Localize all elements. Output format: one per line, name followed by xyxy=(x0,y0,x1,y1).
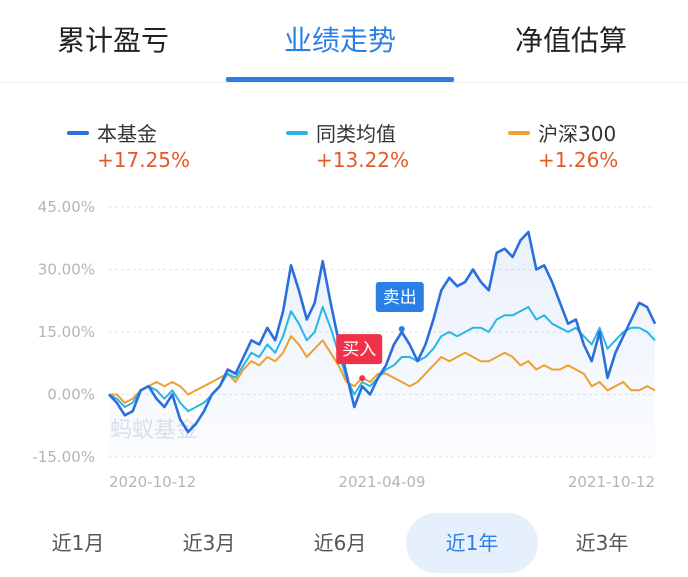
tab-bar: 累计盈亏 业绩走势 净值估算 xyxy=(0,0,688,83)
legend-name-fund: 本基金 xyxy=(97,122,157,146)
buy-badge[interactable] xyxy=(336,334,383,365)
x-axis-ticks: 2020-10-12 2021-04-09 2021-10-12 xyxy=(109,473,655,491)
x-tick-label: 2021-04-09 xyxy=(338,473,425,491)
y-tick-label: 15.00% xyxy=(38,323,95,341)
legend-value-csi300: +1.26% xyxy=(538,148,619,172)
legend-value-fund: +17.25% xyxy=(97,148,191,172)
sell-point xyxy=(398,326,405,332)
x-tick-label: 2021-10-12 xyxy=(568,473,655,491)
legend-item-peer-average: 同类均值 +13.22% xyxy=(286,118,476,178)
buy-point xyxy=(359,375,366,382)
legend-item-csi300: 沪深300 +1.26% xyxy=(508,118,688,178)
tab-performance-trend[interactable]: 业绩走势 xyxy=(283,24,396,57)
period-3y[interactable]: 近3年 xyxy=(575,531,629,555)
legend-swatch-peer-average xyxy=(286,131,308,135)
y-tick-label: 45.00% xyxy=(38,198,95,216)
legend-swatch-fund xyxy=(67,131,89,135)
active-tab-indicator xyxy=(226,77,454,82)
legend-name-csi300: 沪深300 xyxy=(538,122,617,146)
fund-area-fill xyxy=(109,232,655,457)
tab-nav-estimate[interactable]: 净值估算 xyxy=(514,24,627,57)
y-tick-label: -15.00% xyxy=(32,448,95,466)
y-axis-ticks: 45.00% 30.00% 15.00% 0.00% -15.00% xyxy=(32,198,95,466)
legend-name-peer-average: 同类均值 xyxy=(316,122,396,146)
performance-chart: 45.00%30.00%15.00%0.00%-15.00% 蚂蚁基金 买入卖出… xyxy=(32,198,657,491)
y-tick-label: 0.00% xyxy=(47,386,95,404)
period-6m[interactable]: 近6月 xyxy=(313,531,367,555)
period-1y[interactable]: 近1年 xyxy=(406,513,538,573)
series-line-0 xyxy=(108,230,657,434)
x-tick-label: 2020-10-12 xyxy=(109,473,196,491)
tab-cumulative-pnl[interactable]: 累计盈亏 xyxy=(56,24,169,57)
chart-series xyxy=(108,230,657,457)
period-3m[interactable]: 近3月 xyxy=(182,531,236,555)
y-tick-label: 30.00% xyxy=(38,261,95,279)
sell-label: 卖出 xyxy=(383,288,417,308)
legend-value-peer-average: +13.22% xyxy=(316,148,410,172)
period-1m[interactable]: 近1月 xyxy=(51,531,105,555)
trade-markers: 买入 卖出 xyxy=(336,282,424,382)
sell-badge[interactable] xyxy=(375,282,424,312)
legend-item-fund: 本基金 +17.25% xyxy=(67,118,257,178)
buy-label: 买入 xyxy=(342,340,376,360)
legend-swatch-csi300 xyxy=(508,131,530,135)
